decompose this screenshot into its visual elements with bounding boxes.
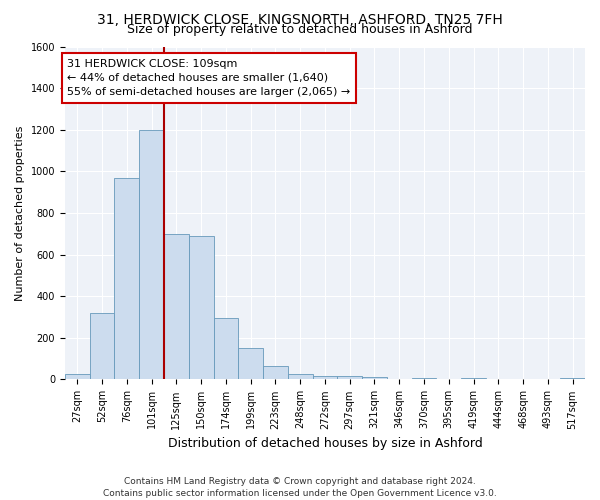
Text: 31, HERDWICK CLOSE, KINGSNORTH, ASHFORD, TN25 7FH: 31, HERDWICK CLOSE, KINGSNORTH, ASHFORD,… bbox=[97, 12, 503, 26]
Text: Contains HM Land Registry data © Crown copyright and database right 2024.
Contai: Contains HM Land Registry data © Crown c… bbox=[103, 476, 497, 498]
Bar bbox=[139, 130, 164, 380]
Bar bbox=[337, 376, 362, 380]
Bar bbox=[362, 378, 387, 380]
Text: 31 HERDWICK CLOSE: 109sqm
← 44% of detached houses are smaller (1,640)
55% of se: 31 HERDWICK CLOSE: 109sqm ← 44% of detac… bbox=[67, 59, 350, 97]
Bar bbox=[461, 378, 486, 380]
Bar bbox=[65, 374, 89, 380]
Bar bbox=[189, 236, 214, 380]
Bar bbox=[263, 366, 288, 380]
Y-axis label: Number of detached properties: Number of detached properties bbox=[15, 126, 25, 300]
Text: Size of property relative to detached houses in Ashford: Size of property relative to detached ho… bbox=[127, 22, 473, 36]
Bar bbox=[288, 374, 313, 380]
Bar bbox=[214, 318, 238, 380]
Bar bbox=[313, 376, 337, 380]
Bar bbox=[412, 378, 436, 380]
Bar bbox=[560, 378, 585, 380]
X-axis label: Distribution of detached houses by size in Ashford: Distribution of detached houses by size … bbox=[167, 437, 482, 450]
Bar bbox=[238, 348, 263, 380]
Bar bbox=[164, 234, 189, 380]
Bar bbox=[89, 313, 115, 380]
Bar bbox=[115, 178, 139, 380]
